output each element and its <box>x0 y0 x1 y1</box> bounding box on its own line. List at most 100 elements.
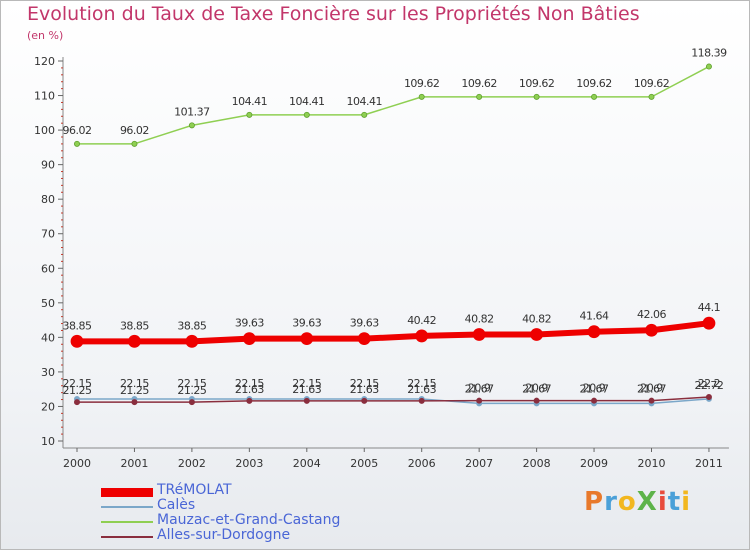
logo-letter: X <box>636 487 658 517</box>
data-point <box>361 111 368 118</box>
data-label: 40.42 <box>407 314 436 327</box>
legend-label: Alles-sur-Dordogne <box>157 527 291 543</box>
data-label: 104.41 <box>347 95 383 108</box>
legend-label: Calès <box>157 497 196 513</box>
data-label: 38.85 <box>177 319 206 332</box>
x-tick-label: 2001 <box>120 457 148 470</box>
data-point <box>74 399 81 406</box>
data-label: 21.63 <box>292 383 321 396</box>
x-tick-label: 2005 <box>350 457 378 470</box>
x-tick-label: 2004 <box>293 457 321 470</box>
data-point <box>415 329 429 343</box>
chart-subtitle: (en %) <box>27 29 64 42</box>
data-label: 109.62 <box>461 77 497 90</box>
logo-letter: P <box>584 487 605 517</box>
data-label: 21.67 <box>522 383 551 396</box>
y-tick-label: 90 <box>41 159 55 172</box>
y-tick-label: 10 <box>41 435 55 448</box>
legend-label: Mauzac-et-Grand-Castang <box>157 512 341 528</box>
y-tick-label: 20 <box>41 400 55 413</box>
data-label: 104.41 <box>289 95 325 108</box>
data-label: 21.63 <box>350 383 379 396</box>
data-label: 21.25 <box>177 384 206 397</box>
data-label: 109.62 <box>519 77 555 90</box>
data-label: 22.15 <box>177 377 206 390</box>
data-point <box>530 328 543 341</box>
data-label: 40.82 <box>465 313 494 326</box>
x-tick-label: 2003 <box>235 457 263 470</box>
series-line <box>77 396 709 403</box>
data-label: 42.06 <box>637 308 666 321</box>
data-label: 40.82 <box>522 313 551 326</box>
data-point <box>242 332 256 346</box>
chart-title: Evolution du Taux de Taxe Foncière sur l… <box>27 3 640 25</box>
data-label: 39.63 <box>350 317 379 330</box>
x-tick-label: 2002 <box>178 457 206 470</box>
data-point <box>476 397 483 404</box>
data-label: 118.39 <box>691 47 727 60</box>
data-label: 20.9 <box>583 381 606 394</box>
logo-letter: o <box>617 487 637 517</box>
x-tick-label: 2010 <box>638 457 666 470</box>
data-label: 22.15 <box>120 377 149 390</box>
x-tick-label: 2009 <box>580 457 608 470</box>
data-label: 21.67 <box>465 383 494 396</box>
data-label: 38.85 <box>120 319 149 332</box>
data-label: 96.02 <box>120 124 149 137</box>
data-label: 104.41 <box>232 95 268 108</box>
data-label: 38.85 <box>63 319 92 332</box>
legend-swatch <box>101 506 153 508</box>
data-point <box>702 316 716 330</box>
data-point <box>300 332 314 346</box>
data-label: 22.15 <box>292 377 321 390</box>
data-label: 22.72 <box>694 379 723 392</box>
data-point <box>70 334 84 348</box>
data-label: 22.15 <box>407 377 436 390</box>
data-label: 22.15 <box>350 377 379 390</box>
data-label: 21.25 <box>120 384 149 397</box>
data-label: 39.63 <box>235 317 264 330</box>
legend-swatch <box>101 521 153 523</box>
data-point <box>303 111 310 118</box>
series-line <box>77 398 710 405</box>
logo-letter: i <box>657 487 668 517</box>
y-tick-label: 110 <box>34 90 55 103</box>
data-point <box>705 394 712 401</box>
series-line <box>77 320 710 345</box>
data-point <box>648 93 655 100</box>
data-label: 101.37 <box>174 105 210 118</box>
data-point <box>185 334 199 348</box>
data-label: 109.62 <box>576 77 612 90</box>
data-point <box>648 397 655 404</box>
proxiti-logo: ProXiti <box>584 487 691 517</box>
y-tick-label: 80 <box>41 193 55 206</box>
data-point <box>361 397 368 404</box>
data-label: 20.9 <box>468 381 491 394</box>
data-label: 41.64 <box>580 310 609 323</box>
data-point <box>246 111 253 118</box>
data-label: 22.15 <box>235 377 264 390</box>
data-point <box>533 93 540 100</box>
data-point <box>131 140 138 147</box>
data-point <box>645 323 658 337</box>
x-tick-label: 2011 <box>695 457 723 470</box>
y-tick-label: 120 <box>34 55 55 68</box>
logo-letter: r <box>604 487 618 517</box>
data-point <box>246 397 253 404</box>
data-label: 20.9 <box>525 381 548 394</box>
data-label: 109.62 <box>634 77 670 90</box>
data-label: 21.67 <box>637 383 666 396</box>
logo-letter: i <box>681 487 692 517</box>
x-tick-label: 2008 <box>523 457 551 470</box>
data-point <box>303 397 310 404</box>
data-point <box>591 93 598 100</box>
y-tick-label: 60 <box>41 262 55 275</box>
x-tick-label: 2000 <box>63 457 91 470</box>
data-point <box>591 397 598 404</box>
data-label: 96.02 <box>63 124 92 137</box>
data-label: 22.2 <box>698 377 721 390</box>
data-point <box>188 399 195 406</box>
y-tick-label: 50 <box>41 297 55 310</box>
